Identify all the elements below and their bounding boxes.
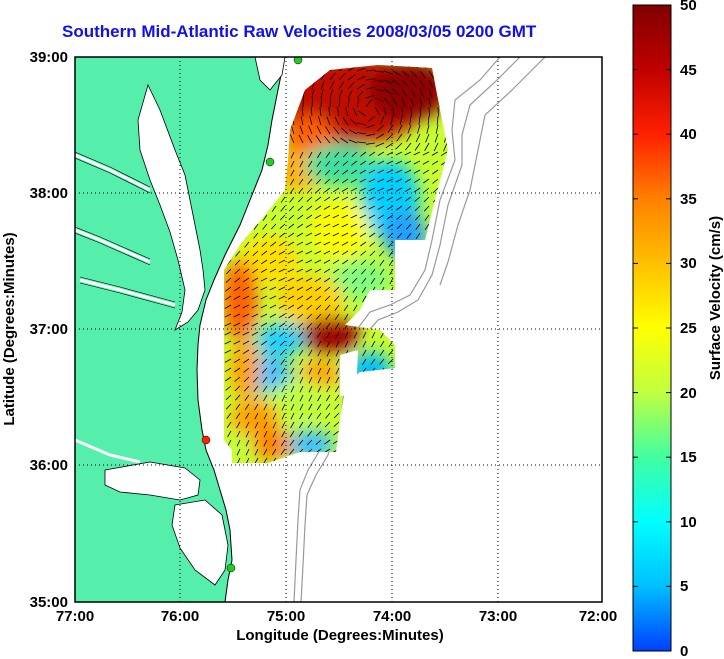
colorbar-tick-label: 10 [680, 514, 697, 531]
colorbar-tick-label: 5 [680, 578, 688, 595]
grid-lines [75, 57, 602, 602]
station-marker [265, 157, 275, 167]
colorbar-tick-label: 30 [680, 255, 697, 272]
colorbar-tick-label: 50 [680, 0, 697, 14]
colorbar-tick-label: 25 [680, 320, 697, 337]
x-tick-label: 77:00 [56, 608, 94, 625]
rivers [75, 153, 176, 464]
map-title: Southern Mid-Atlantic Raw Velocities 200… [62, 22, 537, 41]
station-marker [226, 563, 236, 573]
colorbar-tick-label: 0 [680, 643, 688, 659]
data-gap-2 [340, 350, 358, 396]
colorbar-label: Surface Velocity (cm/s) [707, 216, 724, 380]
data-gap [395, 240, 425, 262]
colorbar [632, 4, 672, 652]
colorbar-tick-label: 15 [680, 449, 697, 466]
chesapeake-bay [137, 83, 206, 331]
x-tick-label: 76:00 [161, 608, 199, 625]
colorbar-tick-label: 40 [680, 126, 697, 143]
plot-frame [74, 56, 603, 603]
bathymetry-contours [293, 57, 546, 602]
x-axis-label: Longitude (Degrees:Minutes) [236, 627, 444, 644]
x-tick-label: 73:00 [479, 608, 517, 625]
colorbar-tick-label: 45 [680, 62, 697, 79]
colorbar-ticks [633, 4, 671, 652]
y-tick-label: 37:00 [30, 321, 68, 338]
y-axis-label: Latitude (Degrees:Minutes) [1, 232, 18, 425]
y-tick-label: 35:00 [30, 594, 68, 611]
river-outlines [75, 151, 176, 309]
station-marker [201, 435, 211, 445]
colorbar-tick-label: 20 [680, 385, 697, 402]
x-tick-label: 74:00 [373, 608, 411, 625]
y-tick-label: 36:00 [30, 457, 68, 474]
pamlico-sound [171, 499, 229, 586]
y-tick-label: 38:00 [30, 185, 68, 202]
colorbar-tick-label: 35 [680, 191, 697, 208]
y-tick-label: 39:00 [30, 49, 68, 66]
delaware-bay [254, 57, 286, 91]
x-tick-label: 72:00 [579, 608, 617, 625]
station-marker [293, 57, 303, 65]
x-tick-label: 75:00 [267, 608, 305, 625]
